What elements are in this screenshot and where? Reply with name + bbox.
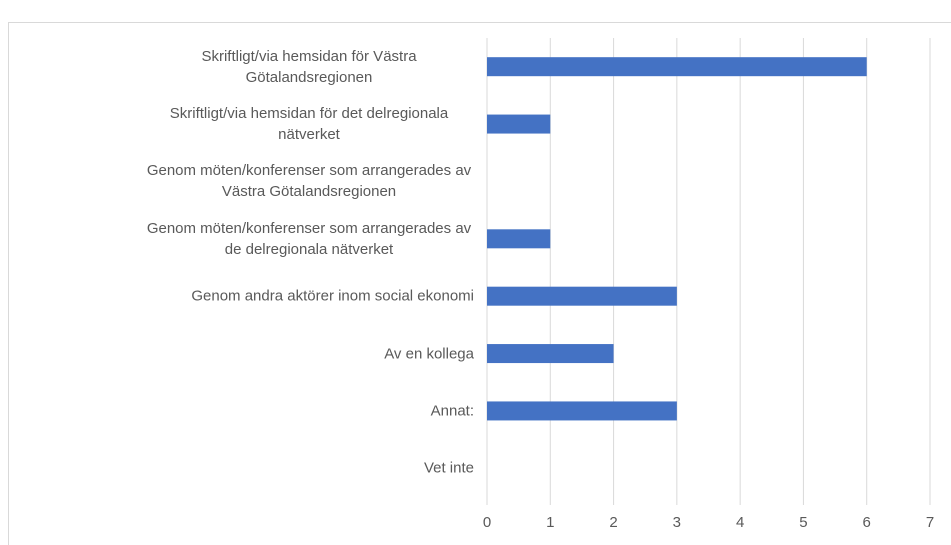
y-tick-label: Av en kollega [384, 345, 474, 363]
y-tick-label: Genom möten/konferenser som arrangerades… [146, 162, 472, 201]
y-tick-label: Genom andra aktörer inom social ekonomi [191, 287, 474, 305]
x-tick-label: 2 [609, 514, 617, 531]
bar [487, 57, 867, 77]
y-tick-label: Vet inte [423, 459, 474, 477]
bar [487, 286, 677, 306]
bar [487, 114, 551, 134]
x-tick-label: 3 [673, 514, 681, 531]
y-tick-label: Skriftligt/via hemsidan för Västra Götal… [201, 47, 417, 86]
x-tick-label: 1 [546, 514, 554, 531]
bar [487, 229, 551, 249]
y-tick-label: Skriftligt/via hemsidan för det delregio… [169, 105, 449, 144]
y-tick-label: Annat: [430, 402, 474, 420]
chart-frame [8, 22, 951, 545]
y-tick-label: Genom möten/konferenser som arrangerades… [146, 219, 472, 258]
x-tick-label: 5 [799, 514, 807, 531]
bar [487, 401, 677, 421]
x-tick-label: 4 [736, 514, 744, 531]
x-tick-label: 6 [863, 514, 871, 531]
x-tick-label: 7 [926, 514, 934, 531]
x-tick-label: 0 [483, 514, 491, 531]
bar [487, 344, 614, 364]
